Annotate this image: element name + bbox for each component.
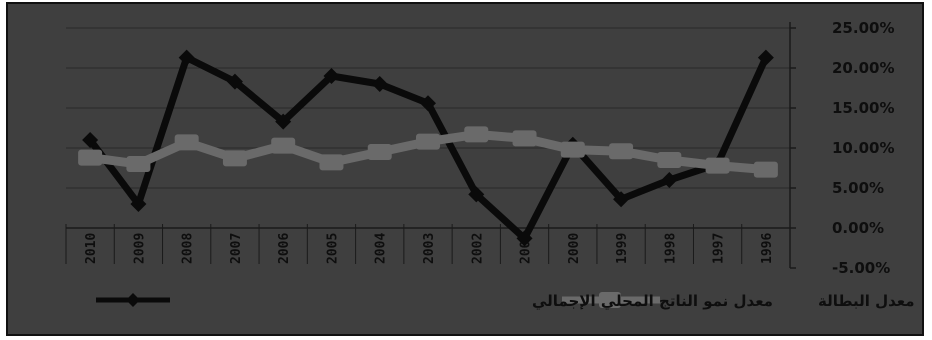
legend-label-unemployment: معدل البطالة	[818, 292, 915, 310]
unemployment-point	[560, 141, 585, 158]
unemployment-point	[753, 161, 778, 178]
legend-label-gdp-growth: معدل نمو الناتج المحلي الإجمالي	[532, 292, 773, 310]
gdp-growth-point	[323, 68, 340, 84]
x-tick-label: 2005	[325, 233, 340, 264]
unemployment-point	[464, 126, 489, 143]
y-tick-label: -5.00%	[832, 259, 890, 277]
y-tick-label: 0.00%	[832, 219, 884, 237]
x-tick-label: 2000	[567, 233, 582, 264]
unemployment-point	[609, 143, 634, 160]
gdp-growth-point	[516, 230, 533, 247]
unemployment-point	[174, 134, 199, 151]
y-tick-label: 15.00%	[832, 99, 894, 117]
y-tick-label: 10.00%	[832, 139, 894, 157]
x-tick-label: 2010	[84, 233, 99, 264]
gdp-growth-point	[178, 49, 195, 66]
unemployment-point	[78, 149, 103, 166]
legend-marker-unemployment	[599, 292, 621, 308]
unemployment-point	[416, 133, 440, 150]
unemployment-point	[367, 144, 392, 160]
x-tick-label: 1998	[663, 233, 678, 264]
gdp-growth-point	[275, 113, 292, 130]
unemployment-point	[319, 154, 344, 171]
unemployment-point	[222, 150, 247, 167]
x-tick-label: 2009	[132, 233, 147, 264]
x-tick-label: 2007	[229, 233, 244, 264]
unemployment-point	[705, 157, 730, 174]
legend-marker-gdp-growth	[126, 293, 140, 307]
gdp-growth-point	[420, 95, 436, 112]
x-tick-label: 2004	[374, 233, 389, 264]
x-tick-label: 2008	[181, 233, 196, 264]
gdp-growth-point	[130, 196, 147, 212]
unemployment-point	[657, 152, 682, 168]
gdp-growth-point	[613, 191, 630, 208]
x-tick-label: 2002	[470, 233, 485, 264]
gdp-growth-point	[661, 172, 678, 188]
unemployment-point	[512, 130, 537, 147]
x-tick-label: 1996	[760, 233, 775, 264]
x-tick-label: 1999	[615, 233, 630, 264]
unemployment-point	[271, 137, 296, 154]
gdp-growth-point	[468, 186, 485, 203]
y-tick-label: 20.00%	[832, 59, 894, 77]
gdp-growth-point	[82, 132, 99, 148]
unemployment-point	[126, 156, 151, 172]
gdp-growth-point	[371, 76, 388, 92]
gdp-growth-point	[757, 49, 774, 66]
x-tick-label: 1997	[712, 233, 727, 264]
y-tick-label: 5.00%	[832, 179, 884, 197]
y-tick-label: 25.00%	[832, 19, 894, 37]
x-tick-label: 2003	[422, 233, 437, 264]
x-tick-label: 2006	[277, 233, 292, 264]
gdp-growth-point	[226, 73, 243, 90]
